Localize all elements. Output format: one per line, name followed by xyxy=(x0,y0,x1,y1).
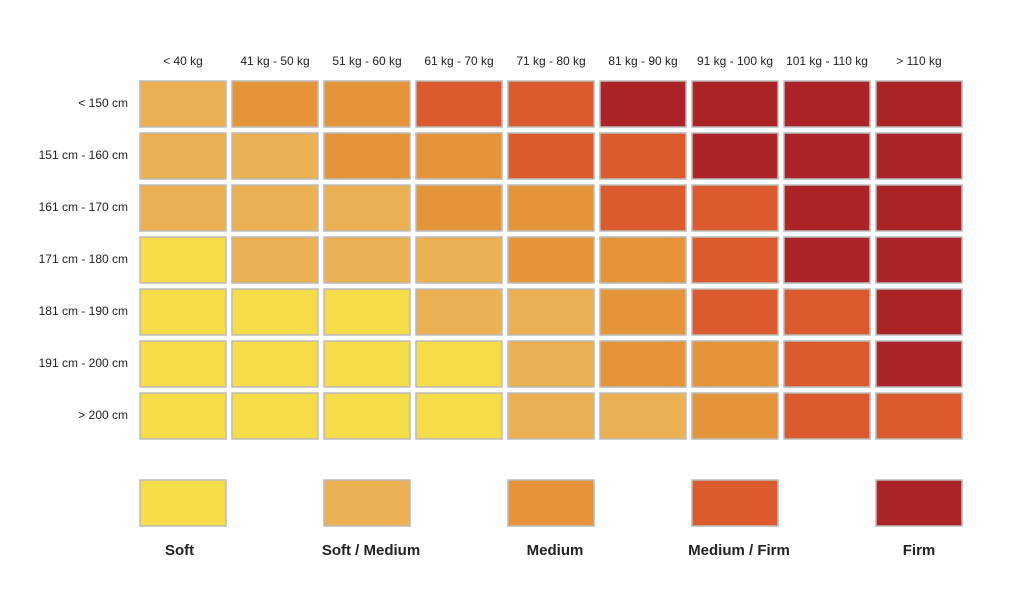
cell xyxy=(231,80,319,128)
row-label: 161 cm - 170 cm xyxy=(39,200,128,214)
cell xyxy=(599,184,687,232)
legend-label: Soft / Medium xyxy=(322,542,420,559)
legend-label: Medium / Firm xyxy=(688,542,790,559)
column-label: 71 kg - 80 kg xyxy=(516,54,585,68)
cell xyxy=(139,340,227,388)
row-label: 181 cm - 190 cm xyxy=(39,304,128,318)
column-label: 51 kg - 60 kg xyxy=(332,54,401,68)
cell xyxy=(231,236,319,284)
cell xyxy=(507,132,595,180)
cell xyxy=(599,392,687,440)
row-label: 171 cm - 180 cm xyxy=(39,252,128,266)
legend-swatch xyxy=(875,479,963,527)
legend-label: Soft xyxy=(165,542,194,559)
cell xyxy=(875,132,963,180)
legend-swatch xyxy=(323,479,411,527)
cell xyxy=(691,236,779,284)
cell xyxy=(507,340,595,388)
cell xyxy=(415,236,503,284)
cell xyxy=(691,288,779,336)
cell xyxy=(139,80,227,128)
cell xyxy=(415,132,503,180)
legend-swatch xyxy=(139,479,227,527)
cell xyxy=(875,288,963,336)
cell xyxy=(231,184,319,232)
cell xyxy=(691,80,779,128)
cell xyxy=(875,184,963,232)
cell xyxy=(323,132,411,180)
row-label: > 200 cm xyxy=(78,408,128,422)
row-label: 151 cm - 160 cm xyxy=(39,148,128,162)
row-label: 191 cm - 200 cm xyxy=(39,356,128,370)
column-label: > 110 kg xyxy=(896,54,941,68)
column-label: 81 kg - 90 kg xyxy=(608,54,677,68)
cell xyxy=(875,80,963,128)
cell xyxy=(231,132,319,180)
cell xyxy=(139,288,227,336)
cell xyxy=(323,184,411,232)
cell xyxy=(507,80,595,128)
cell xyxy=(691,132,779,180)
cell xyxy=(599,340,687,388)
column-label: 101 kg - 110 kg xyxy=(786,54,868,68)
cell xyxy=(783,236,871,284)
cell xyxy=(783,80,871,128)
cell xyxy=(783,340,871,388)
cell xyxy=(691,392,779,440)
cell xyxy=(139,184,227,232)
cell xyxy=(783,132,871,180)
column-label: < 40 kg xyxy=(163,54,203,68)
row-label: < 150 cm xyxy=(78,96,128,110)
cell xyxy=(691,184,779,232)
cell xyxy=(599,132,687,180)
legend-label: Medium xyxy=(527,542,584,559)
cell xyxy=(875,392,963,440)
cell xyxy=(415,340,503,388)
cell xyxy=(691,340,779,388)
cell xyxy=(231,392,319,440)
cell xyxy=(139,392,227,440)
cell xyxy=(323,288,411,336)
column-label: 41 kg - 50 kg xyxy=(240,54,309,68)
cell xyxy=(599,236,687,284)
cell xyxy=(599,288,687,336)
legend-label: Firm xyxy=(903,542,936,559)
cell xyxy=(323,80,411,128)
cell xyxy=(875,236,963,284)
column-label: 91 kg - 100 kg xyxy=(697,54,773,68)
cell xyxy=(415,80,503,128)
cell xyxy=(875,340,963,388)
cell xyxy=(415,288,503,336)
cell xyxy=(415,184,503,232)
cell xyxy=(783,392,871,440)
cell xyxy=(507,392,595,440)
cell xyxy=(783,288,871,336)
cell xyxy=(231,288,319,336)
column-label: 61 kg - 70 kg xyxy=(424,54,493,68)
cell xyxy=(415,392,503,440)
cell xyxy=(323,236,411,284)
cell xyxy=(231,340,319,388)
cell xyxy=(139,236,227,284)
cell xyxy=(507,236,595,284)
cell xyxy=(507,184,595,232)
cell xyxy=(783,184,871,232)
legend-swatch xyxy=(507,479,595,527)
cell xyxy=(139,132,227,180)
legend-swatch xyxy=(691,479,779,527)
cell xyxy=(599,80,687,128)
cell xyxy=(323,340,411,388)
cell xyxy=(507,288,595,336)
cell xyxy=(323,392,411,440)
